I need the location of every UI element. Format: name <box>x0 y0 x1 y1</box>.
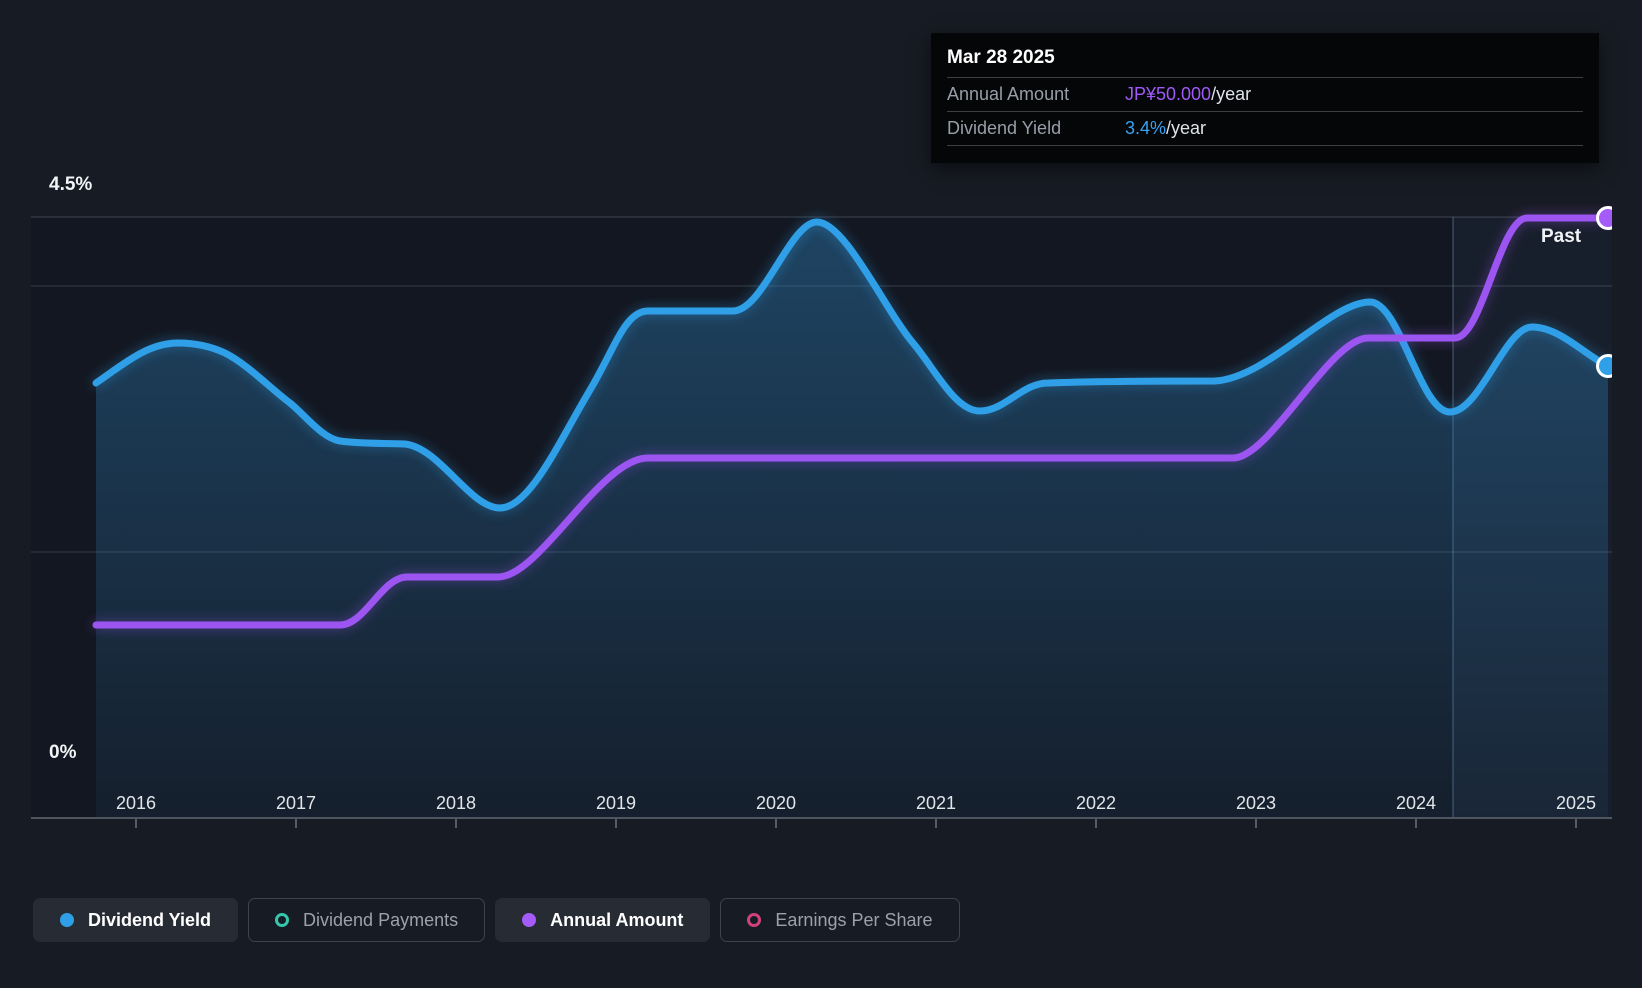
legend-annual-amount-button[interactable]: Annual Amount <box>495 898 711 942</box>
legend: Dividend Yield Dividend Payments Annual … <box>33 898 960 942</box>
x-label-2020: 2020 <box>755 793 797 813</box>
legend-dividend-yield-button[interactable]: Dividend Yield <box>33 898 239 942</box>
tooltip-value: JP¥50.000/year <box>1125 84 1252 104</box>
dividend-yield-area <box>96 222 1608 818</box>
legend-label: Dividend Yield <box>88 909 212 930</box>
y-axis-bottom-label: 0% <box>49 742 77 763</box>
dividend-yield-end-dot[interactable] <box>1596 354 1613 378</box>
annual-amount-end-dot[interactable] <box>1596 206 1613 230</box>
annual-amount-line[interactable] <box>92 214 1612 629</box>
past-label: Past <box>1541 226 1582 247</box>
y-axis-top-label: 4.5% <box>49 174 93 195</box>
x-label-2024: 2024 <box>1395 793 1437 813</box>
earnings-per-share-ring-icon <box>747 913 762 927</box>
dividend-yield-dot-icon <box>60 913 74 927</box>
x-label-2017: 2017 <box>275 793 317 813</box>
tooltip: Mar 28 2025 Annual Amount JP¥50.000/year… <box>931 33 1599 163</box>
x-label-2022: 2022 <box>1075 793 1117 813</box>
x-label-2023: 2023 <box>1235 793 1277 813</box>
dividend-yield-line[interactable] <box>92 218 1612 512</box>
legend-dividend-payments-button[interactable]: Dividend Payments <box>248 898 486 942</box>
tooltip-date: Mar 28 2025 <box>947 43 1583 78</box>
tooltip-label: Annual Amount <box>947 84 1070 104</box>
legend-label: Annual Amount <box>550 909 684 930</box>
tooltip-label: Dividend Yield <box>947 118 1062 138</box>
legend-label: Earnings Per Share <box>775 909 933 930</box>
legend-label: Dividend Payments <box>303 909 459 930</box>
dividend-payments-ring-icon <box>275 913 290 927</box>
x-label-2018: 2018 <box>435 793 477 813</box>
x-axis <box>31 817 1612 828</box>
tooltip-row-annual-amount: Annual Amount JP¥50.000/year <box>947 78 1583 112</box>
annual-amount-dot-icon <box>522 913 537 927</box>
x-label-2016: 2016 <box>115 793 157 813</box>
x-label-2019: 2019 <box>595 793 637 813</box>
x-label-2021: 2021 <box>915 793 957 813</box>
legend-earnings-per-share-button[interactable]: Earnings Per Share <box>720 898 960 942</box>
tooltip-value: 3.4%/year <box>1125 118 1207 138</box>
tooltip-row-dividend-yield: Dividend Yield 3.4%/year <box>947 112 1583 146</box>
x-label-2025: 2025 <box>1555 793 1597 813</box>
